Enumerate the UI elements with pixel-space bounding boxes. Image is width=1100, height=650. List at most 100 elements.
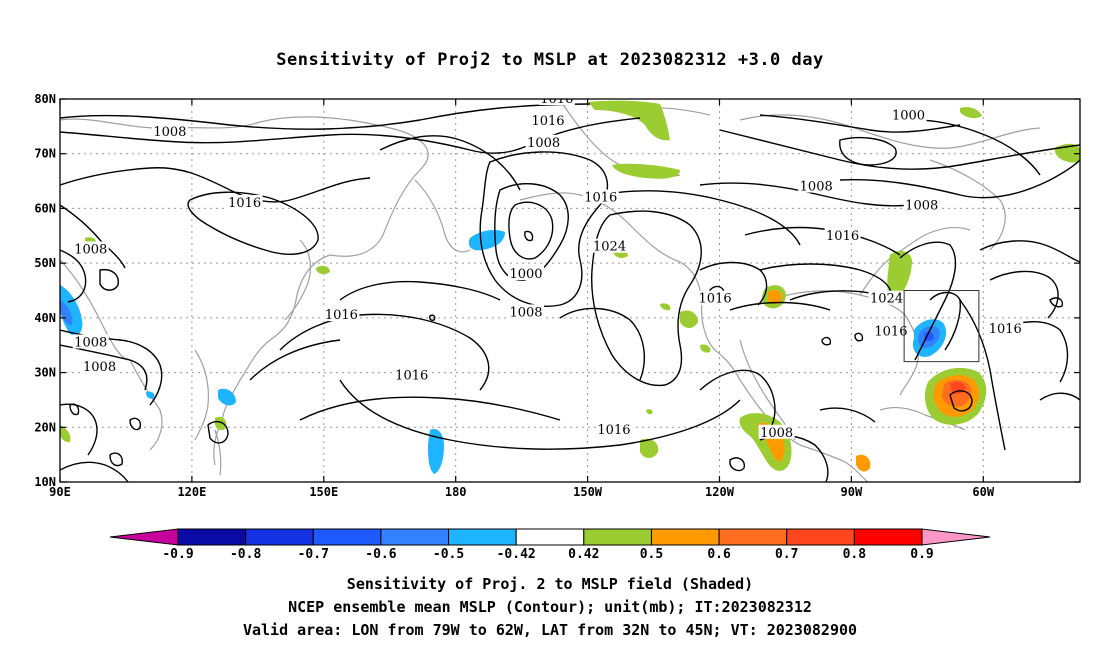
colorbar-tick-label: -0.7 [298,547,329,562]
contour-label: 1016 [874,325,907,340]
contour-label-bg [508,266,545,281]
colorbar-tick-label: -0.8 [230,547,261,562]
contour-label-bg [824,227,861,242]
colorbar-swatch [853,528,923,546]
contour-label-bg [591,238,628,253]
contour-label-bg [903,197,940,212]
contour-label: 1024 [593,240,626,255]
contour-label-bg [890,107,927,122]
contour-label: 1016 [228,196,261,211]
contour-label: 1016 [325,308,358,323]
lon-tick-label: 60W [972,485,994,499]
colorbar-swatch [312,528,382,546]
colorbar-tick-label: -0.42 [497,547,536,562]
contour-labels: 1016 1016 1008 1000 1008 1016 1008 1016 1008 1008… [72,92,1024,441]
valid-area-box-group [903,290,980,363]
contour-label-bg [872,323,909,338]
contour-label-bg [81,359,118,374]
gridlines [60,99,1080,482]
contour-label: 1016 [989,322,1022,337]
contour-label-bg [758,424,795,439]
contour-label-bg [508,304,545,319]
contour-label: 1008 [800,180,833,195]
colorbar-swatch [515,528,585,546]
contour-label-bg [582,189,619,204]
contour-label: 1016 [395,368,428,383]
contour-label-bg [987,320,1024,335]
colorbar-tick-label: -0.9 [162,547,193,562]
contour-label: 1008 [509,305,542,320]
lon-tick-label: 90W [841,485,863,499]
colorbar-tick-label: 0.5 [640,547,663,562]
colorbar-swatch [380,528,450,546]
contour-label: 1008 [74,335,107,350]
contour-label: 1008 [83,360,116,375]
contour-label: 1016 [531,114,564,129]
axes: 90E 120E 150E 180 150W 120W 90W 60W 80N 70N 60N 50N… [34,92,1080,499]
colorbar-swatch [718,528,788,546]
colorbar-swatch [245,528,314,546]
map-title: Sensitivity of Proj2 to MSLP at 20230823… [276,50,824,70]
lat-tick-label: 60N [34,201,56,215]
contour-label-bg [697,290,734,305]
contour-label: 1008 [153,125,186,140]
contour-label-bg [72,241,109,256]
contour-label-bg [393,367,430,382]
contour-label-bg [530,112,567,127]
lon-tick-label: 180 [445,485,467,499]
caption-line-1: Sensitivity of Proj. 2 to MSLP field (Sh… [346,575,754,593]
colorbar-tick-label: 0.7 [775,547,798,562]
lat-tick-label: 50N [34,256,56,270]
contour-label: 1024 [870,292,903,307]
mslp-contours [60,103,1080,482]
lat-tick-label: 30N [34,366,56,380]
contour-label: 1016 [540,92,573,107]
contour-label: 1016 [826,229,859,244]
colorbar-extend-high [921,528,991,546]
colorbar-tick-label: -0.6 [365,547,396,562]
colorbar-swatch [583,528,652,546]
lon-tick-label: 120E [177,485,206,499]
contour-label-bg [868,290,905,305]
contour-label-bg [538,99,575,105]
plot-frame [59,98,1081,483]
lon-tick-label: 90E [49,485,71,499]
colorbar-tick-label: 0.9 [910,547,933,562]
caption-line-2: NCEP ensemble mean MSLP (Contour); unit(… [288,598,812,616]
contour-label: 1008 [527,136,560,151]
colorbar-swatch [650,528,720,546]
contour-label-bg [595,422,632,437]
colorbar-tick-label: -0.5 [433,547,464,562]
lat-tick-label: 70N [34,147,56,161]
lat-tick-label: 80N [34,92,56,106]
contour-label: 1000 [509,267,542,282]
contour-label-bg [798,178,835,193]
lat-tick-label: 40N [34,311,56,325]
colorbar-tick-label: 0.6 [707,547,731,562]
contour-label-bg [72,334,109,349]
contour-label: 1008 [760,426,793,441]
contour-label-bg [525,134,562,149]
lon-tick-label: 150W [573,485,603,499]
lon-tick-label: 150E [309,485,338,499]
caption-line-3: Valid area: LON from 79W to 62W, LAT fro… [242,621,858,639]
colorbar-swatch [786,528,855,546]
lat-tick-label: 10N [34,475,56,489]
contour-label: 1016 [699,292,732,307]
contour-label: 1008 [905,199,938,214]
lon-tick-label: 120W [705,485,735,499]
colorbar-swatch [177,528,247,546]
contour-label-bg [151,123,188,138]
contour-label: 1008 [74,242,107,257]
valid-area-box [903,290,980,363]
colorbar: -0.9 -0.8 -0.7 -0.6 -0.5 -0.42 0.42 0.5 0.6 0.7 0.… [109,528,991,562]
colorbar-tick-label: 0.42 [568,547,599,562]
contour-label: 1016 [597,423,630,438]
lat-tick-label: 20N [34,420,56,434]
colorbar-swatch [448,528,517,546]
colorbar-tick-label: 0.8 [843,547,867,562]
contour-label: 1000 [892,108,925,123]
contour-label: 1016 [584,190,617,205]
contour-label-bg [226,194,263,209]
contour-label-bg [323,307,360,322]
